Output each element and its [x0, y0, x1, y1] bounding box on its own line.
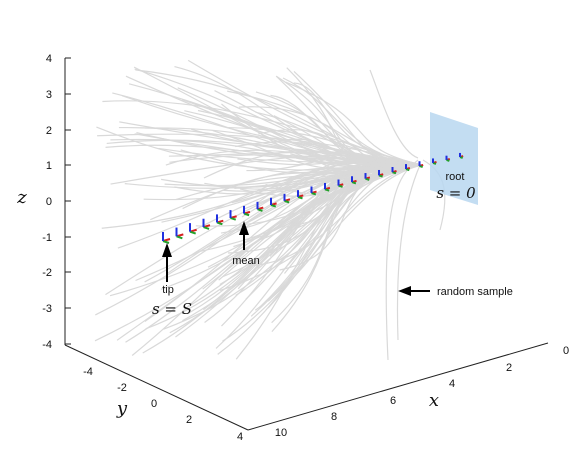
x-tick-label: 10 [275, 427, 287, 439]
frame-axis-green [365, 177, 370, 181]
root-label: root [446, 171, 465, 183]
sample-curve [282, 164, 423, 272]
tip-annotation: tip s = S [152, 243, 192, 318]
sample-curve [124, 164, 423, 189]
root-math: s = 0 [436, 184, 476, 202]
tip-label: tip [162, 284, 174, 296]
sample-curve [135, 69, 423, 166]
mean-arrowhead [239, 221, 249, 235]
frame-axis-green [351, 181, 357, 185]
z-tick-label: 0 [46, 196, 52, 208]
frame-axis-green [257, 208, 263, 212]
mean-curve [162, 152, 464, 244]
y-tick-label: -2 [117, 382, 127, 394]
frame-axis-green [446, 159, 450, 162]
sample-curve [112, 92, 423, 167]
y-tick-label: 0 [151, 398, 157, 410]
z-tick-label: 2 [46, 125, 52, 137]
frame-axis-green [189, 230, 197, 235]
x-tick-label: 4 [449, 378, 455, 390]
sample-curve [285, 81, 423, 166]
z-ticks: 4 3 2 1 0 -1 -2 -3 -4 [42, 53, 71, 351]
frame-axis-green [284, 199, 290, 204]
sample-curve [142, 164, 423, 354]
frame-axis-green [459, 156, 464, 159]
z-tick-label: 1 [46, 160, 52, 172]
frame-axis-green [378, 174, 383, 178]
x-tick-label: 2 [506, 362, 512, 374]
sample-curve [222, 164, 423, 342]
x-tick-label: 8 [331, 411, 337, 423]
random-samples [94, 59, 446, 361]
sample-curve [96, 126, 423, 171]
frame-axis-green [338, 184, 343, 188]
x-tick-label: 6 [390, 395, 396, 407]
tip-math: s = S [152, 300, 192, 318]
z-tick-label: 4 [46, 53, 52, 65]
sample-curve [282, 77, 423, 166]
z-tick-label: -2 [42, 267, 52, 279]
z-axis-label: z [16, 187, 27, 208]
y-tick-label: -4 [83, 366, 93, 378]
frame-axis-green [419, 165, 423, 168]
y-ticks: -4 -2 0 2 4 [83, 366, 243, 443]
frame-axis-green [176, 235, 183, 240]
frame-axis-green [405, 168, 410, 172]
sample-curve [254, 164, 423, 311]
frame-axis-green [230, 217, 237, 221]
z-tick-label: 3 [46, 89, 52, 101]
frame-axis-green [216, 221, 223, 226]
sample-curve [131, 164, 423, 356]
y-tick-label: 2 [186, 414, 192, 426]
frame-axis-green [203, 226, 210, 230]
sample-curve [396, 164, 421, 341]
z-tick-label: -3 [42, 303, 52, 315]
mean-annotation: mean [232, 221, 260, 267]
root-plane [430, 112, 478, 205]
sample-curve [385, 159, 419, 361]
frame-axis-green [162, 240, 170, 244]
y-axis-line [64, 344, 249, 431]
sample-curve [272, 164, 423, 265]
x-axis-line [247, 342, 549, 431]
y-axis-label: y [116, 398, 128, 419]
x-axis-label: x [429, 390, 439, 411]
mean-label: mean [232, 255, 260, 267]
frame-axis-green [324, 188, 330, 192]
random-sample-arrowhead [398, 286, 411, 296]
tip-arrowhead [162, 243, 172, 257]
frame-axis-green [297, 195, 303, 200]
frame-axis-green [243, 212, 250, 217]
y-tick-label: 4 [237, 431, 243, 443]
x-ticks: 0 2 4 6 8 10 [275, 345, 569, 439]
frame-axis-green [432, 161, 437, 165]
frame-axis-green [311, 192, 317, 196]
random-sample-annotation: random sample [398, 286, 513, 298]
z-tick-label: -1 [42, 232, 52, 244]
random-sample-label: random sample [437, 286, 513, 298]
root-annotation: root s = 0 [436, 171, 476, 202]
sample-curve [273, 115, 423, 166]
frame-axis-green [392, 171, 397, 175]
frame-axis-green [270, 204, 277, 208]
sample-curve [369, 69, 419, 159]
z-tick-label: -4 [42, 339, 52, 351]
x-tick-label: 0 [563, 345, 569, 357]
